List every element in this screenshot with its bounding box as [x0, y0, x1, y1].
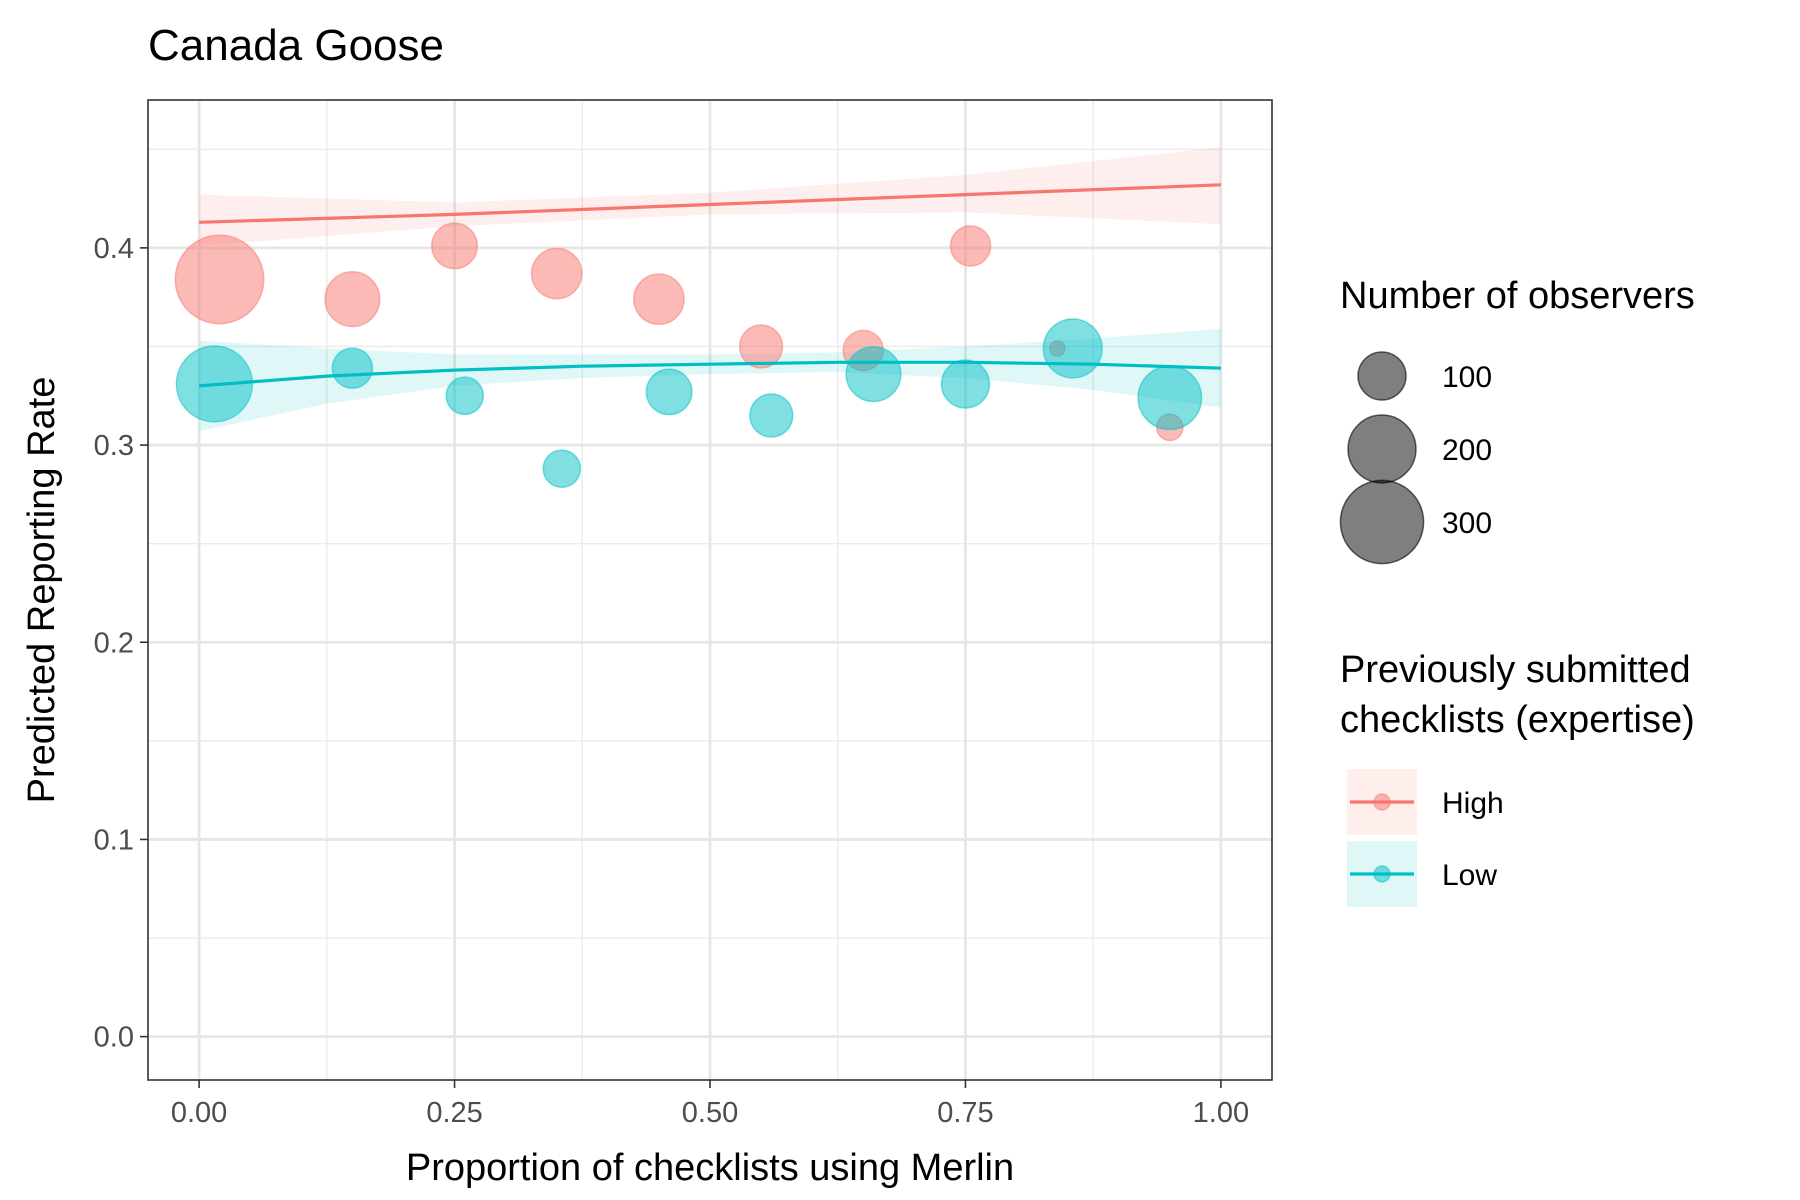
- chart-title: Canada Goose: [148, 21, 444, 70]
- y-tick-label: 0.3: [94, 430, 134, 462]
- size-legend-key: [1357, 351, 1407, 401]
- x-axis: 0.00 0.25 0.50 0.75 1.00: [171, 1080, 1249, 1129]
- size-legend-label: 100: [1442, 361, 1492, 394]
- data-point-high: [738, 324, 784, 369]
- x-tick-label: 1.00: [1193, 1097, 1249, 1129]
- fit-line-low: [198, 360, 1221, 388]
- data-point-high: [324, 271, 381, 328]
- data-point-high: [431, 222, 479, 270]
- data-point-low: [645, 368, 693, 416]
- data-point-high: [632, 273, 685, 326]
- confidence-band-low: [199, 328, 1221, 432]
- color-legend-key-point: [1373, 865, 1391, 883]
- data-point-low: [331, 347, 374, 389]
- fit-lines: [198, 183, 1221, 388]
- y-axis-title: Predicted Reporting Rate: [21, 377, 63, 804]
- size-legend-label: 200: [1442, 434, 1492, 467]
- data-point-high: [174, 234, 265, 325]
- data-point-low: [445, 376, 485, 416]
- x-tick-label: 0.75: [937, 1097, 993, 1129]
- color-legend-title-line-1: Previously submitted: [1340, 649, 1691, 691]
- color-legend-label: Low: [1442, 859, 1497, 892]
- data-point-low: [542, 449, 582, 489]
- color-legend-label: High: [1442, 787, 1504, 820]
- data-point-high: [949, 225, 992, 267]
- size-legend-title: Number of observers: [1340, 275, 1695, 317]
- x-axis-title: Proportion of checklists using Merlin: [406, 1147, 1014, 1189]
- color-legend: Previously submitted checklists (experti…: [1340, 649, 1695, 907]
- size-legend-key: [1339, 479, 1425, 565]
- data-points: [174, 222, 1203, 489]
- size-legend-label: 300: [1442, 507, 1492, 540]
- data-point-low: [749, 393, 794, 438]
- data-point-low: [940, 359, 991, 409]
- size-legend: Number of observers 100 200 300: [1339, 275, 1695, 565]
- size-legend-key: [1347, 414, 1417, 484]
- data-point-low: [1042, 318, 1103, 379]
- data-point-low: [845, 345, 902, 403]
- y-axis: 0.0 0.1 0.2 0.3 0.4: [94, 233, 148, 1054]
- grid-lines: [148, 100, 1272, 1080]
- confidence-band-high: [199, 147, 1221, 246]
- data-point-low: [1137, 365, 1203, 431]
- x-tick-label: 0.50: [682, 1097, 738, 1129]
- confidence-bands: [199, 147, 1221, 432]
- y-tick-label: 0.4: [94, 233, 134, 265]
- x-tick-label: 0.25: [426, 1097, 482, 1129]
- y-tick-label: 0.0: [94, 1022, 134, 1054]
- fit-line-high: [199, 183, 1221, 224]
- y-tick-label: 0.1: [94, 824, 134, 856]
- color-legend-title-line-2: checklists (expertise): [1340, 699, 1695, 741]
- color-legend-key-point: [1373, 793, 1391, 811]
- x-tick-label: 0.00: [171, 1097, 227, 1129]
- y-tick-label: 0.2: [94, 627, 134, 659]
- data-point-high: [530, 247, 583, 300]
